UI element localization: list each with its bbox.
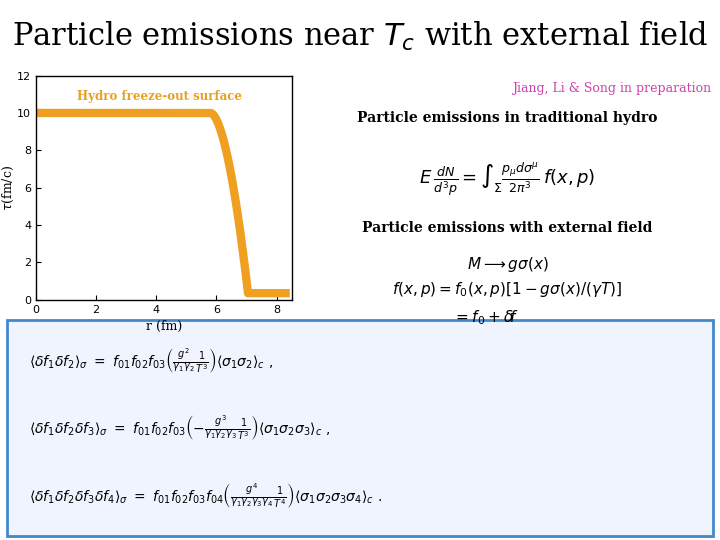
Text: Hydro freeze-out surface: Hydro freeze-out surface bbox=[77, 90, 242, 103]
Text: $\langle \delta f_1 \delta f_2 \delta f_3 \delta f_4 \rangle_\sigma \ = \ f_{01}: $\langle \delta f_1 \delta f_2 \delta f_… bbox=[29, 481, 382, 510]
Text: Particle emissions near $T_c$ with external field: Particle emissions near $T_c$ with exter… bbox=[12, 20, 708, 53]
Text: $\langle \delta f_1 \delta f_2 \rangle_\sigma \ = \ f_{01} f_{02} f_{03} \left( : $\langle \delta f_1 \delta f_2 \rangle_\… bbox=[29, 346, 273, 375]
Text: $f(x, p) = f_0(x, p)[1 - g\sigma(x)/(\gamma T)]$: $f(x, p) = f_0(x, p)[1 - g\sigma(x)/(\ga… bbox=[392, 280, 623, 299]
Text: Particle emissions in traditional hydro: Particle emissions in traditional hydro bbox=[357, 111, 658, 125]
Text: $M \longrightarrow g\sigma(x)$: $M \longrightarrow g\sigma(x)$ bbox=[467, 255, 549, 274]
X-axis label: r (fm): r (fm) bbox=[145, 320, 182, 333]
Text: $= f_0 + \delta\!f$: $= f_0 + \delta\!f$ bbox=[454, 309, 519, 327]
Text: $\langle \delta f_1 \delta f_2 \delta f_3 \rangle_\sigma \ = \ f_{01} f_{02} f_{: $\langle \delta f_1 \delta f_2 \delta f_… bbox=[29, 414, 330, 442]
Text: Jiang, Li & Song in preparation: Jiang, Li & Song in preparation bbox=[513, 82, 711, 96]
Text: Particle emissions with external field: Particle emissions with external field bbox=[362, 221, 653, 235]
FancyBboxPatch shape bbox=[7, 320, 713, 536]
Y-axis label: $\tau$(fm/c): $\tau$(fm/c) bbox=[1, 165, 16, 211]
Text: $E \, \frac{dN}{d^3p} = \int_{\Sigma} \frac{p_\mu d\sigma^\mu}{2\pi^3} \, f(x,p): $E \, \frac{dN}{d^3p} = \int_{\Sigma} \f… bbox=[420, 161, 595, 199]
